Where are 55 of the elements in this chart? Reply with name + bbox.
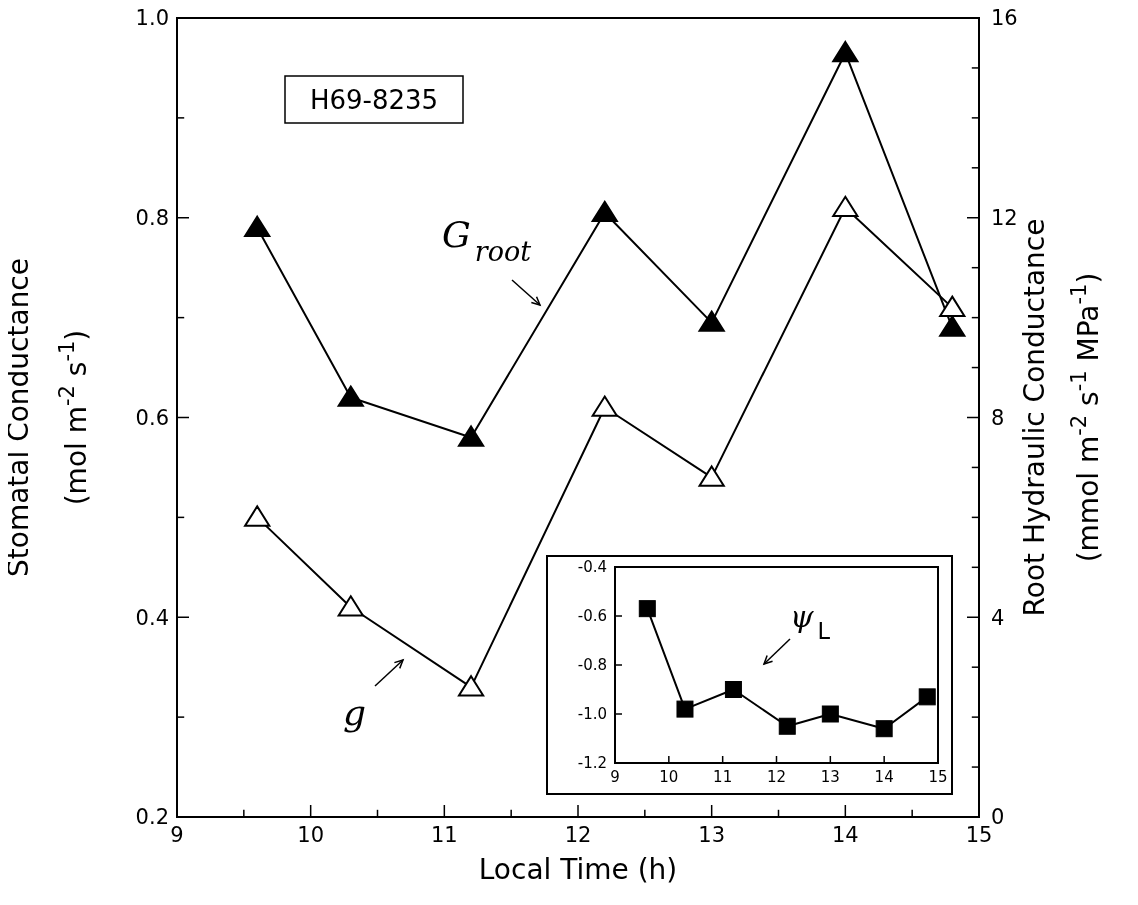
point — [832, 40, 859, 63]
x-tick-label: 14 — [874, 768, 894, 786]
point — [724, 681, 742, 698]
y-tick-label: -1.0 — [577, 705, 607, 724]
y2-tick-label: 8 — [991, 405, 1005, 430]
x-tick-label: 10 — [297, 823, 325, 847]
y-tick-label: 0.8 — [135, 206, 169, 231]
point — [676, 700, 694, 718]
point — [638, 600, 656, 618]
y-tick-label: 0.2 — [135, 805, 169, 830]
x-tick-label: 13 — [698, 823, 726, 847]
y-tick-label: 1.0 — [135, 6, 169, 31]
point — [244, 505, 271, 527]
point — [457, 425, 485, 447]
y-tick-label: -0.6 — [577, 607, 607, 626]
x-tick-label: 11 — [430, 823, 458, 847]
y-tick-label: -1.2 — [577, 754, 607, 773]
x-tick-label: 11 — [713, 768, 733, 786]
x-axis-title: Local Time (h) — [478, 853, 678, 886]
point — [832, 195, 859, 218]
legend-label: g — [343, 692, 367, 733]
point — [698, 465, 725, 487]
y2-tick-label: 0 — [991, 805, 1005, 830]
point — [821, 705, 839, 723]
x-tick-label: 9 — [170, 823, 184, 847]
y2-tick-label: 16 — [991, 6, 1018, 31]
point — [918, 688, 936, 706]
point — [875, 720, 893, 738]
y2-tick-label: 12 — [991, 206, 1018, 231]
point — [939, 315, 966, 337]
point — [244, 215, 271, 237]
y-tick-label: 0.6 — [135, 405, 169, 430]
x-tick-label: 9 — [610, 768, 620, 786]
point — [337, 385, 364, 407]
point — [591, 200, 618, 223]
point — [939, 295, 966, 317]
x-tick-label: 13 — [820, 768, 840, 786]
point — [337, 595, 364, 617]
annotation: H69-8235 — [309, 84, 439, 115]
point — [457, 675, 485, 697]
y-tick-label: 0.4 — [135, 605, 169, 630]
point — [591, 395, 618, 417]
y-tick-label: -0.8 — [577, 656, 607, 675]
series-label: G$_{root}$ — [442, 214, 532, 268]
y2-tick-label: 4 — [991, 605, 1005, 630]
x-tick-label: 14 — [831, 823, 859, 847]
x-tick-label: 15 — [928, 768, 948, 786]
point — [778, 717, 796, 735]
text: ψ$_{L}$ — [790, 599, 831, 644]
x-tick-label: 15 — [965, 823, 993, 847]
x-tick-label: 10 — [659, 768, 679, 786]
x-tick-label: 12 — [766, 768, 787, 786]
y-tick-label: -0.4 — [577, 558, 607, 577]
point — [698, 310, 725, 332]
x-tick-label: 12 — [564, 823, 592, 847]
